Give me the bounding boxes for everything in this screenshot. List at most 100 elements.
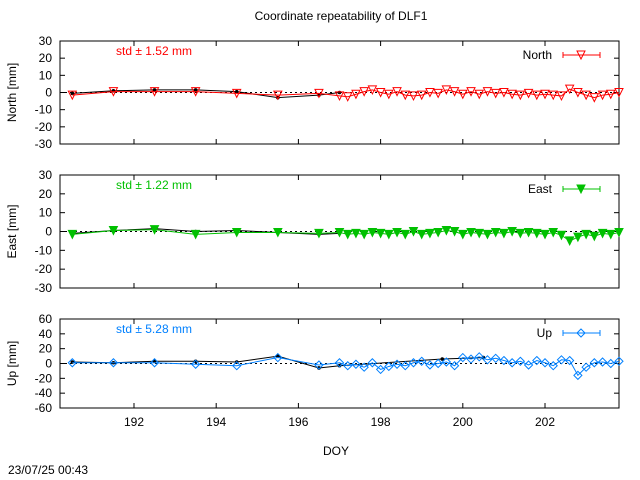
reference-point <box>70 360 75 364</box>
data-point <box>342 92 353 102</box>
x-axis-label: DOY <box>323 444 349 458</box>
y-tick-label: 60 <box>39 312 53 326</box>
x-tick-label: 200 <box>453 415 473 429</box>
y-tick-label: -40 <box>35 386 53 400</box>
reference-point <box>276 354 280 358</box>
reference-point <box>193 88 198 92</box>
data-point <box>573 370 583 381</box>
data-point <box>359 362 369 372</box>
reference-point <box>234 89 239 94</box>
data-point <box>556 355 567 365</box>
data-point <box>564 84 575 95</box>
data-point <box>359 229 369 240</box>
x-tick-label: 202 <box>535 415 555 429</box>
data-point <box>433 88 443 99</box>
data-point <box>343 361 353 371</box>
data-point <box>449 87 460 97</box>
data-point <box>531 90 542 101</box>
data-point <box>589 93 600 103</box>
y-tick-label: -10 <box>35 243 53 257</box>
y-tick-label: -20 <box>35 120 53 134</box>
data-point <box>441 85 452 96</box>
data-point <box>108 87 119 97</box>
data-point <box>384 361 394 372</box>
data-point <box>367 358 378 368</box>
y-axis-label: East [mm] <box>5 204 19 258</box>
chart-title: Coordinate repeatability of DLF1 <box>255 9 428 23</box>
reference-point <box>152 88 157 92</box>
chart-panels: 30 20 10 0 -10 -20 -30 North [mm] std ± 1.52 mm N… <box>5 34 624 429</box>
data-point <box>392 227 402 238</box>
data-point <box>375 364 386 375</box>
timestamp: 23/07/25 00:43 <box>8 463 88 477</box>
data-point <box>556 230 567 241</box>
data-point <box>190 229 201 240</box>
data-point <box>540 358 550 368</box>
data-point <box>548 361 558 371</box>
data-point <box>314 228 324 239</box>
data-point <box>540 229 550 240</box>
legend-label: North <box>523 48 552 62</box>
data-point <box>515 228 526 239</box>
data-point <box>231 227 242 238</box>
data-point <box>499 88 509 98</box>
data-point <box>408 358 419 368</box>
data-point <box>490 227 501 238</box>
data-point <box>605 229 616 240</box>
data-point <box>597 357 608 367</box>
data-point <box>482 229 493 240</box>
reference-point <box>317 366 321 370</box>
data-point <box>515 356 526 366</box>
data-point <box>523 360 534 370</box>
data-point <box>416 356 427 366</box>
panel-north: 30 20 10 0 -10 -20 -30 North [mm] std ± 1.52 mm N… <box>5 34 624 151</box>
y-tick-label: 40 <box>39 327 53 341</box>
data-point <box>425 360 435 370</box>
data-point <box>342 229 353 240</box>
data-point <box>400 90 411 101</box>
data-point <box>367 85 378 96</box>
data-point <box>474 89 485 100</box>
data-point <box>449 227 460 237</box>
data-point <box>597 90 608 101</box>
y-tick-label: -10 <box>35 103 53 117</box>
data-point <box>449 361 460 371</box>
data-point <box>540 89 550 100</box>
data-point <box>433 358 443 369</box>
y-tick-label: -30 <box>35 137 53 151</box>
data-point <box>408 91 419 102</box>
data-point <box>231 88 242 99</box>
panel-east: 30 20 10 0 -10 -20 -30 East [mm] std ± 1.22 mm Ea… <box>5 168 624 295</box>
x-tick-label: 196 <box>288 415 308 429</box>
data-point <box>507 89 517 100</box>
data-point <box>334 91 345 102</box>
data-point <box>367 227 378 238</box>
data-point <box>576 50 586 61</box>
data-point <box>573 88 583 98</box>
data-point <box>532 355 542 366</box>
data-point <box>67 90 78 101</box>
legend-label: East <box>528 182 553 196</box>
y-tick-label: 0 <box>45 86 52 100</box>
data-point <box>273 352 283 363</box>
data-point <box>149 225 160 235</box>
data-point <box>351 359 361 369</box>
data-point <box>490 353 501 364</box>
std-label: std ± 1.22 mm <box>116 178 192 192</box>
data-point <box>523 227 534 238</box>
data-point <box>548 227 559 238</box>
data-point <box>425 228 435 239</box>
data-point <box>457 229 468 240</box>
reference-line <box>72 89 340 99</box>
data-point <box>605 89 616 100</box>
data-point <box>581 362 591 372</box>
reference-point <box>440 357 445 361</box>
data-point <box>375 228 386 239</box>
data-point <box>499 355 509 366</box>
data-point <box>400 229 411 240</box>
data-point <box>314 360 324 370</box>
data-point <box>531 228 542 239</box>
x-tick-label: 198 <box>371 415 391 429</box>
